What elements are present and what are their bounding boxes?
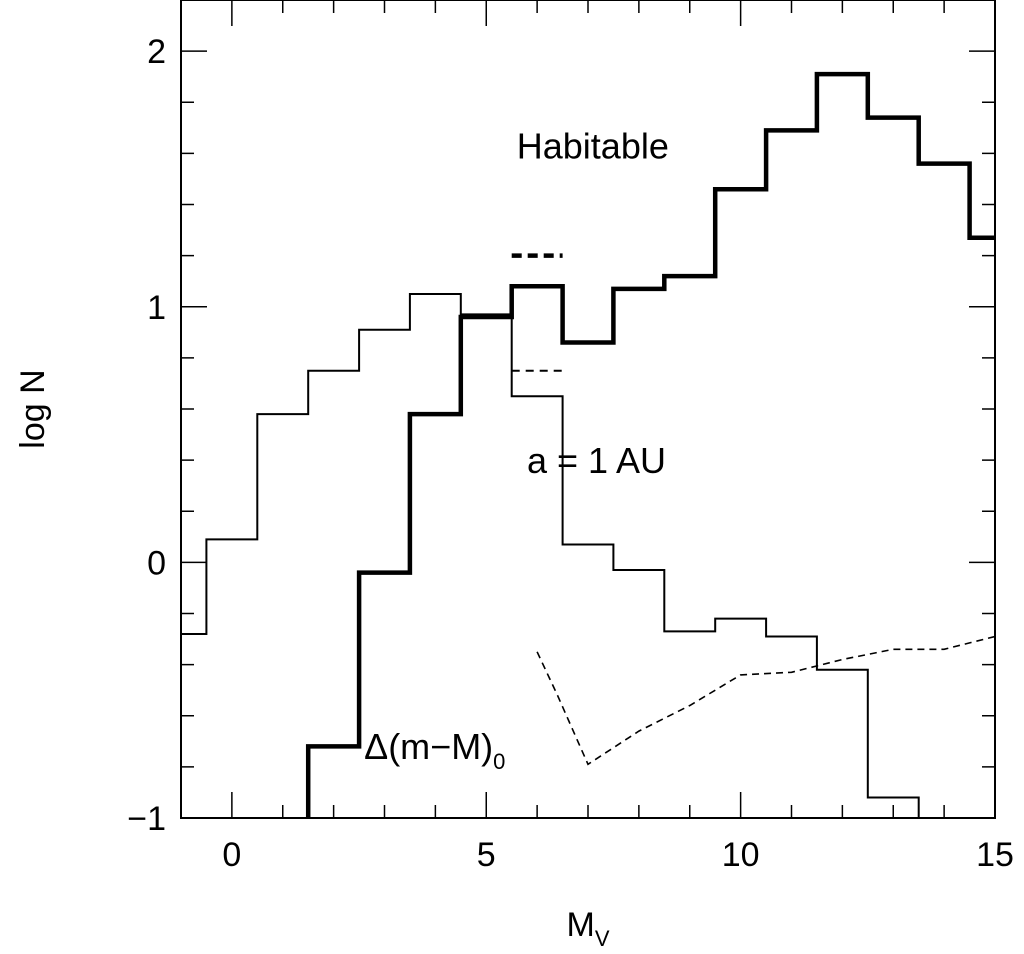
x-tick-label: 10 xyxy=(722,836,760,874)
plot-frame xyxy=(181,0,995,818)
y-axis-title: log N xyxy=(14,369,52,448)
annotation-2: Δ(m−M)0 xyxy=(364,726,505,774)
ticks-layer xyxy=(181,0,995,818)
y-tick-label: 0 xyxy=(147,544,166,582)
x-tick-label: 5 xyxy=(477,836,496,874)
y-tick-label: 1 xyxy=(147,289,166,327)
series-0-line xyxy=(156,294,1021,869)
x-axis-title: MV xyxy=(566,906,609,951)
x-axis-title-subscript: V xyxy=(595,926,610,951)
annotation-2-subscript: 0 xyxy=(493,749,505,774)
x-tick-label: 15 xyxy=(976,836,1014,874)
y-tick-label: −1 xyxy=(127,800,166,838)
labels-layer: 0 5 10 15 −1 0 1 2 MV log N Habitable a = 1 AU Δ(m−M… xyxy=(14,33,1014,951)
x-tick-label: 0 xyxy=(222,836,241,874)
annotation-0: Habitable xyxy=(517,125,669,166)
annotation-1: a = 1 AU xyxy=(527,440,666,481)
y-tick-label: 2 xyxy=(147,33,166,71)
series-4-line xyxy=(537,637,995,765)
